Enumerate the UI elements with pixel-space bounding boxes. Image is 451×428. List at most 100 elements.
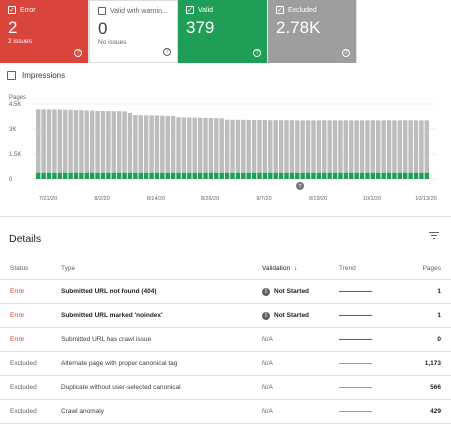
impressions-toggle[interactable]: Impressions — [7, 71, 65, 80]
bar-excluded — [214, 118, 219, 173]
table-row[interactable]: Error Submitted URL not found (404)! Not S… — [0, 280, 451, 304]
bar-valid — [278, 172, 284, 179]
trend-sparkline — [339, 315, 372, 316]
bar-excluded — [343, 120, 349, 173]
bar-valid — [116, 172, 122, 179]
bar-excluded — [354, 120, 359, 173]
bar-valid — [160, 172, 165, 179]
checkbox-checked-icon[interactable]: ✓ — [276, 6, 284, 14]
bar-excluded — [235, 119, 241, 173]
row-type: Submitted URL marked 'noindex' — [61, 312, 163, 319]
bar-valid — [133, 172, 138, 179]
bar-valid — [84, 172, 90, 179]
bar-excluded — [316, 120, 322, 173]
table-row[interactable]: Excluded Duplicate without user-selected … — [0, 376, 451, 400]
bar-valid — [343, 172, 349, 179]
header-status[interactable]: Status — [10, 265, 29, 272]
header-type[interactable]: Type — [61, 265, 76, 272]
x-tick-label: 8/2/20 — [94, 196, 109, 202]
row-pages: 429 — [430, 408, 441, 415]
header-validation[interactable]: Validation ↓ — [262, 265, 339, 272]
row-status: Excluded — [10, 360, 37, 367]
bar-valid — [57, 172, 63, 179]
valid-card[interactable]: ✓ Valid 379 ? — [178, 0, 268, 63]
row-status: Excluded — [10, 384, 37, 391]
bar-valid — [257, 172, 262, 179]
bar-excluded — [273, 120, 278, 173]
row-pages: 1,173 — [424, 360, 441, 367]
filter-icon[interactable] — [429, 232, 439, 240]
x-tick-label: 10/1/20 — [363, 196, 381, 202]
x-tick-label: 8/14/20 — [147, 196, 165, 202]
help-icon[interactable]: ? — [253, 49, 261, 57]
table-row[interactable]: Excluded Alternate page with proper canon… — [0, 352, 451, 376]
bar-excluded — [52, 109, 57, 173]
row-pages: 1 — [437, 312, 441, 319]
table-header: Status Type Validation ↓ Trend Pages — [0, 258, 451, 280]
bar-excluded — [116, 111, 122, 173]
bar-excluded — [338, 120, 343, 173]
trend-sparkline — [339, 387, 372, 388]
help-icon[interactable]: ? — [342, 49, 350, 57]
bar-valid — [197, 172, 203, 179]
table-row[interactable]: Error Submitted URL marked 'noindex'! Not … — [0, 304, 451, 328]
bar-valid — [392, 172, 397, 179]
table-row[interactable]: Error Submitted URL has crawl issue N/A 0 — [0, 328, 451, 352]
row-status: Excluded — [10, 408, 37, 415]
header-pages[interactable]: Pages — [422, 265, 441, 272]
bar-valid — [381, 172, 386, 179]
bar-excluded — [376, 120, 381, 173]
warning-card[interactable]: Valid with warnin... 0 No issues ? — [89, 0, 178, 63]
checkbox-unchecked-icon[interactable] — [7, 71, 16, 80]
bar-excluded — [68, 109, 73, 173]
y-tick-label: 4.5K — [9, 102, 21, 108]
y-tick-label: 1.5K — [9, 152, 21, 158]
checkbox-unchecked-icon[interactable] — [98, 7, 106, 15]
bar-valid — [95, 172, 100, 179]
excluded-count: 2.78K — [276, 18, 321, 37]
excluded-card[interactable]: ✓ Excluded 2.78K ? — [268, 0, 357, 63]
x-tick-label: 10/13/20 — [415, 196, 436, 202]
row-type: Alternate page with proper canonical tag — [61, 360, 178, 367]
checkbox-checked-icon[interactable]: ✓ — [8, 6, 16, 14]
bar-valid — [52, 172, 57, 179]
bar-valid — [273, 172, 278, 179]
bar-excluded — [36, 109, 41, 173]
header-trend[interactable]: Trend — [339, 265, 356, 272]
details-table: Status Type Validation ↓ Trend Pages Err… — [0, 258, 451, 424]
bar-excluded — [89, 110, 95, 173]
bar-excluded — [181, 117, 187, 173]
table-body: Error Submitted URL not found (404)! Not S… — [0, 280, 451, 424]
bar-excluded — [370, 120, 376, 173]
warning-card-label: Valid with warnin... — [110, 7, 168, 15]
error-card[interactable]: ✓ Error 2 2 issues ? — [0, 0, 89, 63]
bar-valid — [413, 172, 419, 179]
bar-excluded — [192, 117, 197, 173]
annotation-marker[interactable]: ? — [296, 182, 304, 190]
table-row[interactable]: Excluded Crawl anomaly N/A 429 — [0, 400, 451, 424]
bar-valid — [154, 172, 160, 179]
chart-bars — [36, 109, 430, 179]
valid-count: 379 — [186, 18, 215, 37]
bar-excluded — [165, 115, 170, 173]
row-trend — [339, 339, 409, 340]
bar-valid — [181, 172, 187, 179]
help-icon[interactable]: ? — [163, 48, 171, 56]
sort-arrow-icon: ↓ — [294, 265, 298, 272]
info-icon: ! — [262, 311, 270, 320]
row-validation: ! Not Started — [262, 287, 339, 296]
help-icon[interactable]: ? — [74, 49, 82, 57]
x-tick-labels: 7/21/20 8/2/20 8/14/20 8/26/20 9/7/20 9/19/20… — [39, 196, 437, 202]
bar-valid — [192, 172, 197, 179]
row-type: Submitted URL has crawl issue — [61, 336, 152, 343]
bar-excluded — [386, 120, 392, 173]
bar-excluded — [268, 120, 273, 173]
bar-excluded — [41, 109, 46, 173]
bar-excluded — [143, 115, 149, 173]
bar-excluded — [241, 119, 246, 173]
row-validation-label: N/A — [262, 408, 273, 415]
row-validation: N/A — [262, 384, 339, 391]
error-subtext: 2 issues — [8, 38, 32, 45]
checkbox-checked-icon[interactable]: ✓ — [186, 6, 194, 14]
bar-valid — [165, 172, 170, 179]
